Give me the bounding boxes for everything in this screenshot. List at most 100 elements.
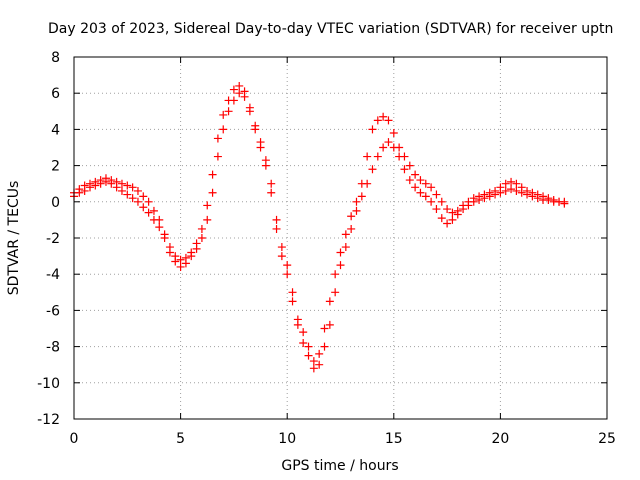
data-point	[395, 143, 404, 152]
data-point	[133, 197, 142, 206]
data-point	[203, 201, 212, 210]
data-point	[155, 223, 164, 232]
data-point	[203, 215, 212, 224]
data-point	[123, 181, 132, 190]
data-point	[144, 197, 153, 206]
x-tick-label: 5	[176, 431, 185, 447]
data-point	[139, 203, 148, 212]
y-tick-label: 8	[51, 50, 60, 66]
data-point	[405, 176, 414, 185]
data-point	[336, 261, 345, 270]
x-tick-label: 20	[491, 431, 509, 447]
data-point	[357, 192, 366, 201]
data-point	[491, 186, 500, 195]
data-point	[368, 165, 377, 174]
data-point	[107, 176, 116, 185]
data-point	[432, 190, 441, 199]
data-point	[283, 261, 292, 270]
data-point	[235, 89, 244, 98]
data-point	[507, 185, 516, 194]
y-tick-label: 2	[51, 159, 60, 175]
data-point	[283, 270, 292, 279]
data-point	[149, 206, 158, 215]
data-point	[416, 176, 425, 185]
data-point	[325, 297, 334, 306]
data-point	[453, 206, 462, 215]
data-point	[315, 360, 324, 369]
data-point	[117, 179, 126, 188]
data-point	[341, 243, 350, 252]
y-axis-label: SDTVAR / TECUs	[6, 181, 22, 296]
data-point	[325, 320, 334, 329]
data-point	[128, 194, 137, 203]
data-point	[533, 190, 542, 199]
data-point	[448, 208, 457, 217]
data-point	[133, 186, 142, 195]
data-point	[96, 176, 105, 185]
data-series-sdtvar	[70, 81, 569, 373]
data-point	[448, 215, 457, 224]
data-point	[80, 181, 89, 190]
data-point	[496, 183, 505, 192]
data-point	[299, 328, 308, 337]
data-point	[304, 342, 313, 351]
x-axis-label: GPS time / hours	[281, 458, 398, 474]
y-tick-label: 4	[51, 122, 60, 138]
data-point	[171, 252, 180, 261]
data-point	[240, 87, 249, 96]
data-point	[437, 214, 446, 223]
y-tick-label: 6	[51, 86, 60, 102]
data-point	[304, 351, 313, 360]
data-point	[320, 342, 329, 351]
data-point	[277, 243, 286, 252]
data-point	[272, 215, 281, 224]
grid	[74, 57, 607, 419]
data-point	[469, 194, 478, 203]
data-point	[528, 188, 537, 197]
data-point	[512, 186, 521, 195]
data-point	[416, 188, 425, 197]
y-tick-label: -6	[46, 303, 60, 319]
data-point	[112, 177, 121, 186]
y-tick-label: -8	[46, 340, 60, 356]
data-point	[267, 188, 276, 197]
data-point	[384, 116, 393, 125]
data-point	[480, 190, 489, 199]
data-point	[235, 81, 244, 90]
data-point	[176, 262, 185, 271]
data-point	[555, 197, 564, 206]
data-point	[459, 201, 468, 210]
data-point	[331, 270, 340, 279]
data-point	[219, 110, 228, 119]
data-point	[389, 129, 398, 138]
data-point	[277, 252, 286, 261]
data-point	[181, 253, 190, 262]
x-tick-label: 0	[70, 431, 79, 447]
data-point	[160, 230, 169, 239]
data-point	[144, 208, 153, 217]
data-point	[347, 212, 356, 221]
axis-ticks	[73, 56, 608, 420]
data-point	[357, 179, 366, 188]
data-point	[123, 190, 132, 199]
data-point	[560, 199, 569, 208]
data-point	[443, 219, 452, 228]
data-point	[224, 96, 233, 105]
data-point	[373, 116, 382, 125]
data-point	[512, 179, 521, 188]
y-tick-label: 0	[51, 195, 60, 211]
plot-frame	[73, 56, 608, 420]
data-point	[272, 224, 281, 233]
data-point	[75, 185, 84, 194]
data-point	[213, 134, 222, 143]
data-point	[384, 138, 393, 147]
data-point	[501, 179, 510, 188]
data-point	[256, 138, 265, 147]
data-point	[320, 324, 329, 333]
x-tick-labels: 0 5 10 15 20 25	[70, 431, 616, 447]
data-point	[261, 156, 270, 165]
data-point	[485, 188, 494, 197]
data-point	[139, 192, 148, 201]
data-point	[299, 338, 308, 347]
data-point	[400, 165, 409, 174]
